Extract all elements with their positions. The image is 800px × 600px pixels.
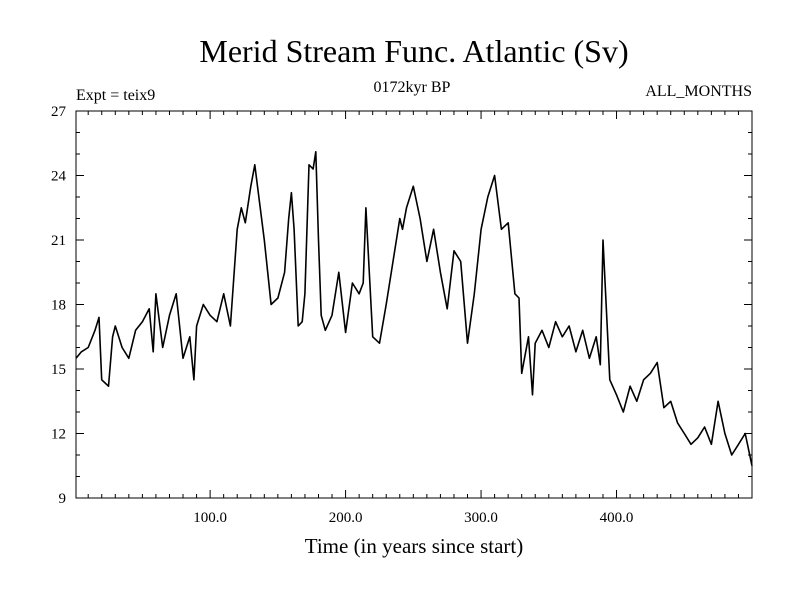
x-axis-title: Time (in years since start) (305, 534, 524, 558)
x-axis: 100.0 200.0 300.0 400.0 (193, 111, 633, 526)
x-tick-label: 100.0 (193, 510, 227, 526)
y-tick-label: 15 (51, 362, 66, 378)
y-tick-label: 27 (51, 104, 67, 120)
x-tick-label: 200.0 (329, 510, 363, 526)
y-tick-label: 24 (51, 169, 67, 185)
y-tick-label: 12 (51, 427, 66, 443)
series-group (75, 151, 753, 466)
y-tick-label: 9 (59, 491, 67, 507)
x-tick-label: 400.0 (600, 510, 634, 526)
series-line (75, 151, 753, 466)
chart-title: Merid Stream Func. Atlantic (Sv) (199, 33, 628, 69)
experiment-label: Expt = teix9 (76, 87, 155, 104)
y-tick-label: 21 (51, 233, 66, 249)
period-label: 0172kyr BP (374, 79, 451, 96)
y-axis: 9 12 15 18 21 24 27 (51, 104, 752, 507)
y-tick-label: 18 (51, 298, 66, 314)
months-label: ALL_MONTHS (645, 83, 752, 100)
x-tick-label: 300.0 (464, 510, 498, 526)
minor-ticks (76, 111, 752, 498)
